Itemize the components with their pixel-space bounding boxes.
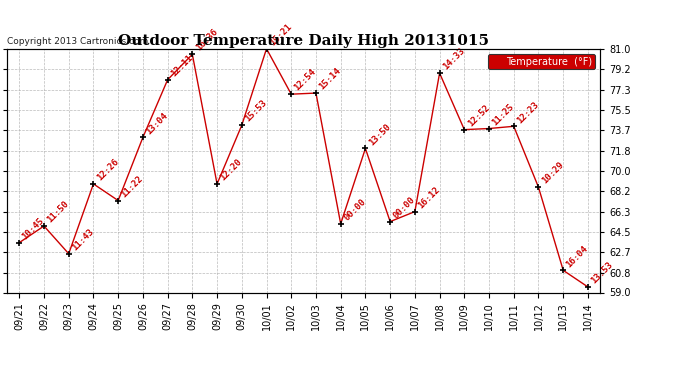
Text: 13:53: 13:53 <box>589 260 615 286</box>
Text: 15:53: 15:53 <box>243 99 268 124</box>
Text: 16:12: 16:12 <box>416 185 442 210</box>
Text: 11:22: 11:22 <box>119 174 145 199</box>
Text: 14:33: 14:33 <box>441 46 466 72</box>
Text: 12:11: 12:11 <box>169 53 195 78</box>
Text: 12:26: 12:26 <box>95 157 120 183</box>
Text: 12:23: 12:23 <box>515 99 540 125</box>
Title: Outdoor Temperature Daily High 20131015: Outdoor Temperature Daily High 20131015 <box>118 34 489 48</box>
Text: 00:00: 00:00 <box>342 197 368 222</box>
Text: 15:21: 15:21 <box>268 22 293 47</box>
Text: 12:52: 12:52 <box>466 103 491 128</box>
Text: 16:04: 16:04 <box>564 244 590 269</box>
Text: 11:25: 11:25 <box>491 102 516 127</box>
Text: 13:04: 13:04 <box>144 111 170 136</box>
Text: 12:20: 12:20 <box>219 157 244 183</box>
Text: 11:50: 11:50 <box>46 199 71 225</box>
Text: Copyright 2013 Cartronics.com: Copyright 2013 Cartronics.com <box>7 38 148 46</box>
Text: 11:43: 11:43 <box>70 227 95 252</box>
Text: 15:14: 15:14 <box>317 66 343 92</box>
Text: 10:29: 10:29 <box>540 160 565 186</box>
Text: 00:00: 00:00 <box>391 195 417 220</box>
Text: 10:45: 10:45 <box>21 216 46 241</box>
Text: 12:54: 12:54 <box>293 68 318 93</box>
Text: 13:50: 13:50 <box>367 122 392 147</box>
Legend: Temperature  (°F): Temperature (°F) <box>488 54 595 69</box>
Text: 16:36: 16:36 <box>194 27 219 53</box>
